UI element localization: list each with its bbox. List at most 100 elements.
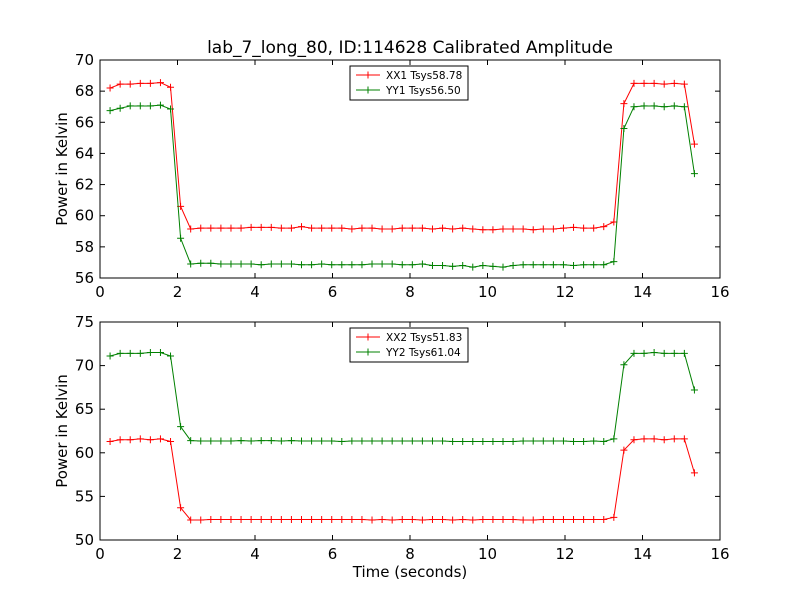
data-point xyxy=(247,437,255,445)
x-tick-label: 12 xyxy=(555,283,574,301)
data-point xyxy=(479,262,487,270)
y-axis-label: Power in Kelvin xyxy=(53,374,71,488)
data-point xyxy=(227,260,235,268)
y-tick-label: 58 xyxy=(75,238,94,256)
y-tick-label: 70 xyxy=(75,357,94,375)
data-point xyxy=(227,224,235,232)
data-point xyxy=(489,262,497,270)
data-point xyxy=(277,437,285,445)
data-point xyxy=(428,437,436,445)
data-point xyxy=(570,516,578,524)
data-point xyxy=(418,516,426,524)
data-point xyxy=(146,79,154,87)
data-point xyxy=(680,349,688,357)
data-point xyxy=(580,437,588,445)
data-point xyxy=(167,83,175,91)
data-point xyxy=(408,437,416,445)
data-point xyxy=(449,516,457,524)
y-tick-label: 75 xyxy=(75,313,94,331)
data-point xyxy=(660,349,668,357)
data-point xyxy=(217,224,225,232)
data-point xyxy=(167,352,175,360)
data-point xyxy=(257,223,265,231)
y-tick-label: 65 xyxy=(75,400,94,418)
data-point xyxy=(136,79,144,87)
data-point xyxy=(680,103,688,111)
x-tick-label: 10 xyxy=(478,283,497,301)
data-point xyxy=(358,516,366,524)
data-point xyxy=(338,261,346,269)
data-point xyxy=(509,225,517,233)
data-point xyxy=(388,260,396,268)
data-point xyxy=(207,437,215,445)
data-point xyxy=(650,349,658,357)
data-point xyxy=(630,436,638,444)
data-point xyxy=(559,516,567,524)
data-point xyxy=(277,260,285,268)
data-point xyxy=(217,437,225,445)
data-point xyxy=(136,435,144,443)
data-point xyxy=(116,349,124,357)
data-point xyxy=(398,261,406,269)
data-point xyxy=(469,437,477,445)
data-point xyxy=(559,224,567,232)
data-point xyxy=(459,262,467,270)
data-point xyxy=(580,516,588,524)
data-point xyxy=(640,349,648,357)
y-tick-label: 70 xyxy=(75,51,94,69)
data-point xyxy=(126,349,134,357)
legend-label: YY1 Tsys56.50 xyxy=(385,85,461,97)
data-point xyxy=(298,516,305,524)
data-point xyxy=(620,361,628,369)
legend-marker xyxy=(364,86,372,94)
data-point xyxy=(207,516,215,524)
data-point xyxy=(187,225,195,233)
plot-frame xyxy=(99,59,721,279)
data-point xyxy=(267,437,275,445)
data-point xyxy=(590,261,598,269)
data-point xyxy=(418,437,426,445)
data-point xyxy=(378,225,386,233)
data-point xyxy=(348,516,356,524)
data-point xyxy=(408,516,416,524)
data-point xyxy=(146,102,154,110)
data-point xyxy=(680,80,688,88)
data-point xyxy=(620,446,628,454)
data-point xyxy=(600,437,608,445)
data-point xyxy=(449,225,457,233)
data-point xyxy=(348,225,356,233)
x-tick-label: 14 xyxy=(633,283,652,301)
x-tick-label: 8 xyxy=(405,283,415,301)
data-point xyxy=(197,437,205,445)
data-point xyxy=(388,516,396,524)
legend: XX2 Tsys51.83 YY2 Tsys61.04 xyxy=(349,327,469,363)
data-point xyxy=(519,516,527,524)
data-point xyxy=(187,260,195,268)
data-point xyxy=(287,437,295,445)
data-point xyxy=(126,436,134,444)
data-point xyxy=(187,516,195,524)
data-point xyxy=(177,504,185,512)
data-point xyxy=(197,224,205,232)
data-point xyxy=(146,349,154,357)
data-point xyxy=(459,516,467,524)
data-point xyxy=(328,437,336,445)
data-point xyxy=(469,225,477,233)
data-point xyxy=(308,516,316,524)
data-point xyxy=(287,260,295,268)
data-point xyxy=(257,261,265,269)
data-point xyxy=(529,516,537,524)
data-point xyxy=(116,80,124,88)
x-tick-label: 2 xyxy=(173,283,183,301)
data-point xyxy=(368,224,376,232)
data-point xyxy=(570,437,578,445)
data-point xyxy=(187,437,195,445)
data-point xyxy=(630,79,638,87)
data-point xyxy=(640,79,648,87)
data-point xyxy=(318,224,326,232)
data-point xyxy=(106,352,114,360)
legend-marker xyxy=(364,333,372,341)
data-point xyxy=(690,386,698,394)
data-point xyxy=(177,234,185,242)
